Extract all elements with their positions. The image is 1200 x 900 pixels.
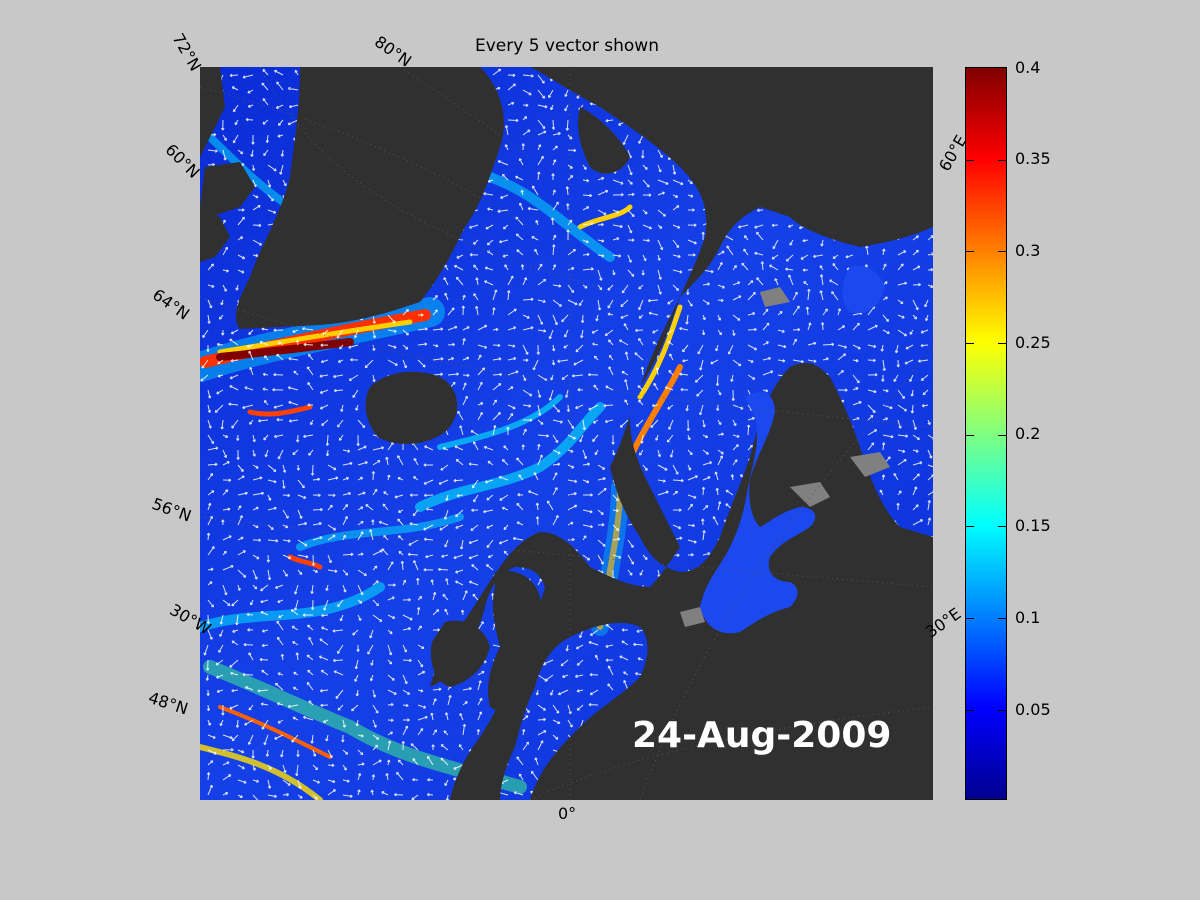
colorbar-tick	[966, 710, 974, 711]
white-sea	[842, 265, 885, 314]
iceland-land	[365, 371, 458, 444]
colorbar-label-0.2: 0.2	[1015, 424, 1041, 443]
colorbar-tick	[966, 526, 974, 527]
colorbar-label-0.3: 0.3	[1015, 241, 1041, 260]
colorbar-tick	[998, 251, 1006, 252]
lake-2	[850, 452, 890, 477]
colorbar-tick	[966, 343, 974, 344]
lat-label-56n: 56°N	[149, 494, 194, 526]
europe-land	[430, 67, 933, 800]
chart-title: Every 5 vector shown	[475, 36, 659, 56]
lake-1	[790, 482, 830, 507]
colorbar-tick	[966, 618, 974, 619]
lat-label-64n: 64°N	[149, 285, 194, 324]
colorbar-label-0.1: 0.1	[1015, 608, 1041, 627]
britain-land	[488, 570, 542, 711]
colorbar-label-0.15: 0.15	[1015, 516, 1051, 535]
lon-label-0: 0°	[558, 804, 577, 823]
lat-label-60n: 60°N	[161, 140, 204, 182]
colorbar-label-0.05: 0.05	[1015, 700, 1051, 719]
colorbar-tick	[998, 710, 1006, 711]
colorbar	[965, 67, 1007, 800]
canada-land	[200, 67, 225, 157]
colorbar-label-0.35: 0.35	[1015, 149, 1051, 168]
graticule	[200, 67, 933, 800]
date-label: 24-Aug-2009	[632, 715, 892, 756]
lake-4	[760, 287, 790, 307]
baltic-sea	[700, 392, 816, 634]
colorbar-tick	[966, 160, 974, 161]
colorbar-label-0.25: 0.25	[1015, 333, 1051, 352]
colorbar-tick	[966, 251, 974, 252]
inland-seas	[680, 265, 890, 634]
canada-land-2	[200, 162, 255, 217]
ocean-current-map	[200, 67, 933, 800]
colorbar-tick	[998, 160, 1006, 161]
greenland-land	[235, 67, 504, 329]
novaya-zemlya-land	[820, 67, 933, 187]
colorbar-label-0.4: 0.4	[1015, 58, 1041, 77]
colorbar-tick	[998, 435, 1006, 436]
colorbar-tick	[998, 526, 1006, 527]
map-svg	[200, 67, 933, 800]
colorbar-tick	[998, 343, 1006, 344]
colorbar-tick	[998, 618, 1006, 619]
colorbar-tick	[966, 435, 974, 436]
svalbard-land	[578, 107, 630, 174]
lake-3	[680, 607, 705, 627]
lat-label-48n: 48°N	[146, 688, 191, 719]
ireland-land	[430, 620, 490, 687]
land-masses	[200, 67, 933, 800]
canada-land-3	[200, 207, 230, 262]
